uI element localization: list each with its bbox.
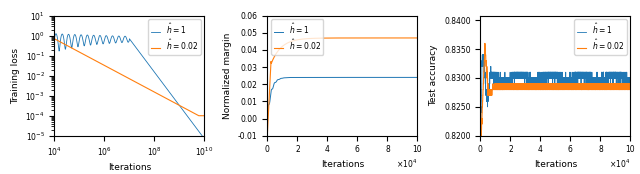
$\hat{h} = 1$ [120,38,127,40]
$\hat{h} = 1$ [52,33,60,35]
$\hat{h} = 0.02$ [264,133,271,135]
$\hat{h} = 1$ [477,135,484,137]
Text: $\times10^4$: $\times10^4$ [609,157,630,170]
Y-axis label: Training loss: Training loss [11,48,20,104]
$\hat{h} = 0.02$ [200,115,208,117]
Y-axis label: Normalized margin: Normalized margin [223,33,232,119]
$\hat{h} = 0.02$ [51,38,58,40]
$\hat{h} = 0.02$ [58,42,66,44]
$\hat{h} = 1$ [387,76,394,78]
$\hat{h} = 0.02$ [124,77,131,79]
$\hat{h} = 0.02$ [195,115,202,117]
$\hat{h} = 0.02$ [481,42,489,44]
$\hat{h} = 0.02$ [336,37,344,39]
$\hat{h} = 1$ [58,33,66,35]
Line: $\hat{h} = 1$: $\hat{h} = 1$ [54,34,204,139]
$\hat{h} = 1$ [619,77,627,79]
$\hat{h} = 0.02$ [477,135,485,137]
$\hat{h} = 1$ [410,76,418,78]
$\hat{h} = 1$ [51,38,58,40]
$\hat{h} = 1$ [264,117,271,120]
$\hat{h} = 1$ [413,76,421,78]
$\hat{h} = 0.02$ [483,71,490,73]
X-axis label: Iterations: Iterations [108,163,151,172]
Line: $\hat{h} = 1$: $\hat{h} = 1$ [268,77,417,118]
$\hat{h} = 0.02$ [196,115,204,117]
$\hat{h} = 1$ [200,138,208,140]
Y-axis label: Test accuracy: Test accuracy [429,45,438,106]
$\hat{h} = 1$ [336,76,344,78]
$\hat{h} = 1$ [404,76,412,78]
$\hat{h} = 0.02$ [477,135,484,137]
$\hat{h} = 0.02$ [353,37,360,39]
$\hat{h} = 1$ [486,83,493,85]
$\hat{h} = 1$ [550,71,557,73]
$\hat{h} = 1$ [124,40,131,42]
$\hat{h} = 1$ [353,76,360,78]
$\hat{h} = 0.02$ [410,37,418,39]
$\hat{h} = 0.02$ [345,37,353,39]
$\hat{h} = 1$ [169,95,177,97]
Line: $\hat{h} = 1$: $\hat{h} = 1$ [481,55,630,136]
$\hat{h} = 0.02$ [550,83,557,85]
$\hat{h} = 1$ [483,100,490,102]
$\hat{h} = 1$ [627,83,634,85]
$\hat{h} = 0.02$ [627,83,634,85]
X-axis label: Iterations: Iterations [534,160,577,169]
$\hat{h} = 0.02$ [387,37,394,39]
$\hat{h} = 0.02$ [486,94,493,96]
$\hat{h} = 0.02$ [506,89,514,91]
Line: $\hat{h} = 0.02$: $\hat{h} = 0.02$ [481,43,630,136]
$\hat{h} = 1$ [196,132,204,134]
$\hat{h} = 0.02$ [619,89,627,91]
Line: $\hat{h} = 0.02$: $\hat{h} = 0.02$ [268,38,417,134]
$\hat{h} = 1$ [345,76,353,78]
$\hat{h} = 0.02$ [169,101,177,103]
$\hat{h} = 1$ [335,76,342,78]
$\hat{h} = 1$ [196,132,204,134]
Line: $\hat{h} = 0.02$: $\hat{h} = 0.02$ [54,39,204,116]
Text: $\times10^4$: $\times10^4$ [396,157,417,170]
$\hat{h} = 1$ [506,83,514,85]
$\hat{h} = 0.02$ [335,37,342,39]
X-axis label: Iterations: Iterations [321,160,364,169]
Legend: $\hat{h} = 1$, $\hat{h} = 0.02$: $\hat{h} = 1$, $\hat{h} = 0.02$ [271,19,323,54]
Legend: $\hat{h} = 1$, $\hat{h} = 0.02$: $\hat{h} = 1$, $\hat{h} = 0.02$ [575,19,627,54]
Legend: $\hat{h} = 1$, $\hat{h} = 0.02$: $\hat{h} = 1$, $\hat{h} = 0.02$ [148,19,200,54]
$\hat{h} = 0.02$ [413,37,421,39]
$\hat{h} = 1$ [479,54,486,56]
$\hat{h} = 0.02$ [120,74,127,77]
$\hat{h} = 0.02$ [196,115,204,117]
$\hat{h} = 1$ [477,112,485,114]
